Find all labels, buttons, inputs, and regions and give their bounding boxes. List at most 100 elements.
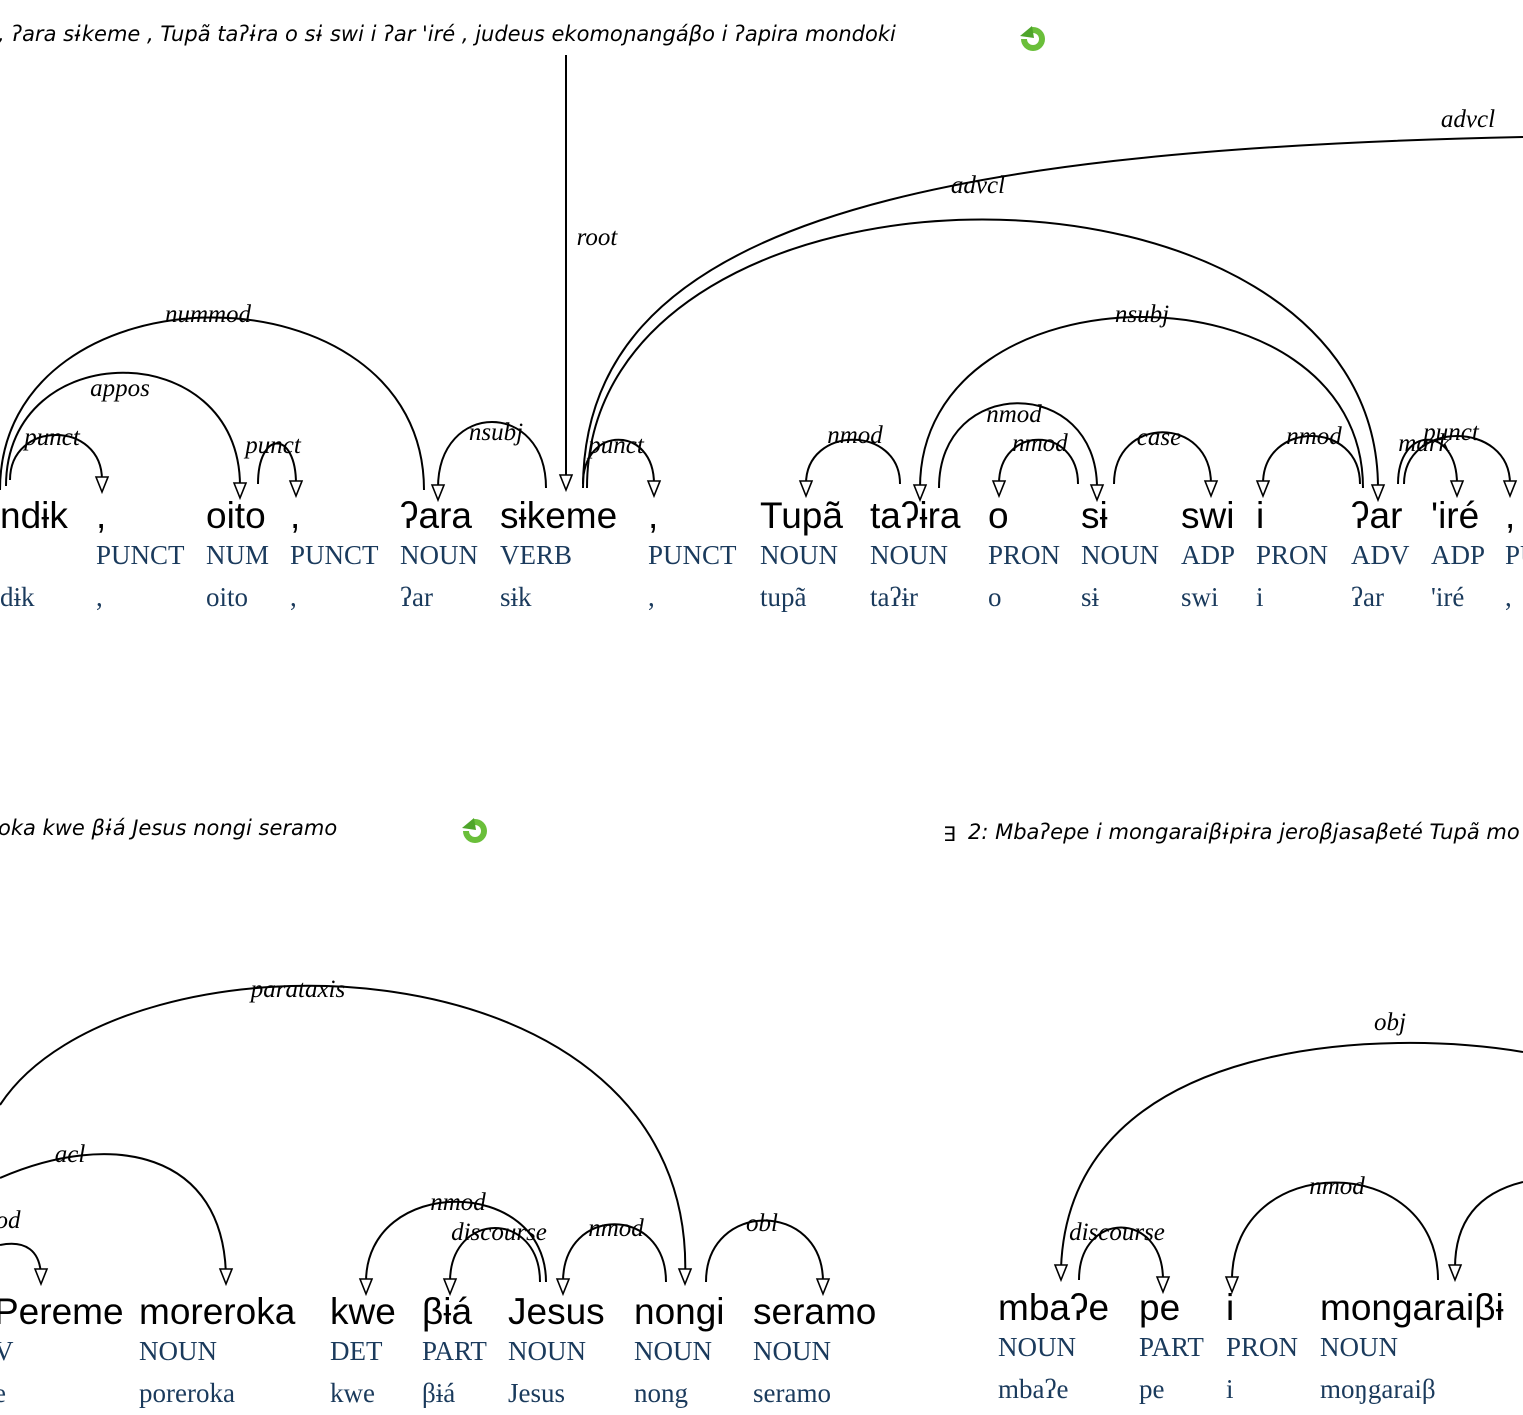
relation-label: discourse <box>1069 1219 1165 1246</box>
dependency-arc <box>1060 1041 1523 1269</box>
token-lemma: pe <box>1139 1374 1165 1404</box>
token-word: ʔara <box>400 495 472 536</box>
relation-label: nummod <box>165 301 252 328</box>
token-lemma: taʔɨr <box>870 582 918 612</box>
token-lemma: 'iré <box>1431 582 1464 612</box>
token-word: nongi <box>634 1291 725 1332</box>
dependency-arc <box>0 1242 42 1279</box>
arrow-head <box>912 484 928 503</box>
arrow-head <box>1053 1264 1069 1283</box>
dependency-arc <box>9 434 103 481</box>
token-lemma: e <box>0 1378 6 1408</box>
arrow-head <box>646 480 662 499</box>
token-word: , <box>1505 495 1515 536</box>
dependency-arc <box>0 1153 227 1281</box>
relation-label: advcl <box>951 172 1005 199</box>
token-pos-tag: PRON <box>988 540 1060 570</box>
token-word: ndɨk <box>0 495 68 536</box>
token-word: o <box>988 495 1009 536</box>
sentence-3-title: 2: Mbaʔepe i mongaraiβɨpɨra jeroβjasaβet… <box>968 820 1520 844</box>
arrow-head <box>358 1278 374 1297</box>
arrow-head <box>442 1278 458 1297</box>
token-pos-tag: NOUN <box>760 540 838 570</box>
arrow-head <box>1447 1264 1463 1283</box>
token-lemma: nong <box>634 1378 688 1408</box>
token-word: i <box>1226 1287 1234 1328</box>
arrow-head <box>288 480 304 499</box>
token-word: pe <box>1139 1287 1180 1328</box>
dependency-arc <box>562 1223 667 1283</box>
token-word: Tupã <box>760 495 843 536</box>
token-pos-tag: V <box>0 1336 14 1366</box>
dependency-arc <box>586 218 1379 489</box>
token-lemma: swi <box>1181 582 1219 612</box>
token-pos-tag: ADP <box>1181 540 1235 570</box>
token-lemma: oito <box>206 582 248 612</box>
relation-label: nmod <box>1012 430 1068 457</box>
dependency-arc <box>257 442 297 485</box>
tree-icon[interactable]: ∃ <box>943 822 956 846</box>
relation-label: punct <box>1421 419 1480 446</box>
token-word: Jesus <box>508 1291 605 1332</box>
dependency-arc <box>5 371 241 487</box>
token-word: , <box>96 495 106 536</box>
token-pos-tag: PART <box>1139 1332 1204 1362</box>
token-lemma: dɨk <box>0 582 35 612</box>
arrow-head <box>1155 1276 1171 1295</box>
token-lemma: , <box>96 582 103 612</box>
arrow-head <box>1255 480 1271 499</box>
arrow-head <box>815 1278 831 1297</box>
token-lemma: ʔar <box>1351 582 1384 612</box>
dependency-arc <box>938 402 1098 489</box>
arrow-head <box>430 484 446 503</box>
refresh-icon[interactable] <box>456 812 490 846</box>
token-word: swi <box>1181 495 1234 536</box>
token-lemma: sɨk <box>500 582 532 612</box>
token-lemma: ʔar <box>400 582 433 612</box>
token-word: βɨá <box>422 1291 473 1332</box>
dependency-arc <box>582 136 1523 489</box>
arrow-head <box>94 476 110 495</box>
refresh-icon[interactable] <box>1014 20 1048 54</box>
token-pos-tag: PUNCT <box>648 540 737 570</box>
dependency-arc <box>998 438 1079 485</box>
relation-label: punct <box>586 432 645 459</box>
sentence-2-title: oka kwe βɨá Jesus nongi seramo <box>0 816 338 840</box>
relation-label: mark <box>1398 430 1450 457</box>
token-word: mbaʔe <box>998 1287 1109 1328</box>
relation-label: obj <box>1374 1009 1406 1036</box>
token-lemma: mbaʔe <box>998 1374 1068 1404</box>
token-word: Pereme <box>0 1291 124 1332</box>
relation-label: case <box>1137 424 1181 451</box>
arrow-head <box>1449 480 1465 499</box>
token-word: sɨ <box>1081 495 1108 536</box>
token-pos-tag: PU <box>1505 540 1523 570</box>
token-pos-tag: PUNCT <box>290 540 379 570</box>
token-word: 'iré <box>1431 495 1479 536</box>
arrow-head <box>1502 480 1518 499</box>
arrow-head <box>1203 480 1219 499</box>
token-pos-tag: NUM <box>206 540 269 570</box>
token-word: , <box>290 495 300 536</box>
dependency-arc <box>0 316 425 491</box>
arrow-head <box>677 1268 693 1287</box>
token-lemma: Jesus <box>508 1378 565 1408</box>
token-lemma: , <box>648 582 655 612</box>
token-lemma: o <box>988 582 1002 612</box>
dependency-arc <box>582 438 655 485</box>
relation-label: obl <box>746 1210 778 1237</box>
token-lemma: i <box>1226 1374 1234 1404</box>
token-pos-tag: PART <box>422 1336 487 1366</box>
arrow-head <box>558 474 574 493</box>
relation-label: nsubj <box>469 419 523 446</box>
dependency-arc <box>0 984 687 1281</box>
token-pos-tag: NOUN <box>870 540 948 570</box>
token-lemma: i <box>1256 582 1264 612</box>
relation-label: appos <box>90 375 150 402</box>
token-word: i <box>1256 495 1264 536</box>
dependency-arc <box>805 438 901 485</box>
relation-label: punct <box>22 424 81 451</box>
token-pos-tag: ADP <box>1431 540 1485 570</box>
relation-label: nmod <box>1286 423 1342 450</box>
token-lemma: βɨá <box>422 1378 455 1408</box>
